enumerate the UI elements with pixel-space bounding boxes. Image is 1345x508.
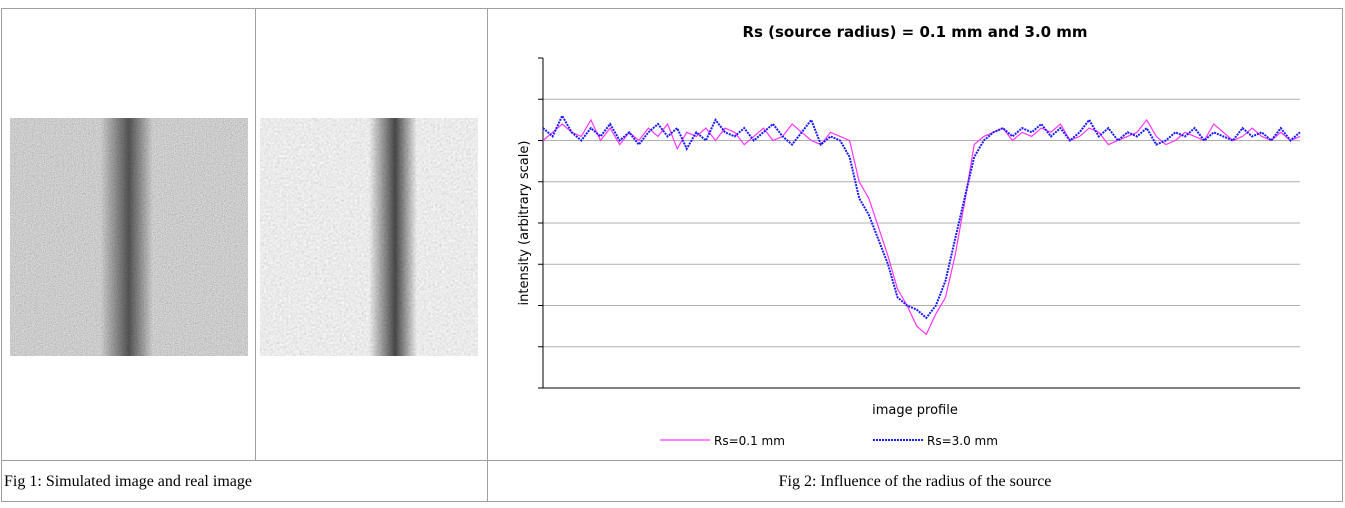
caption: Fig 1: Simulated image and real image [4,473,252,490]
page-table: Fig 1: Simulated image and real image Fi… [0,0,1345,503]
page: Fig 1: Simulated image and real image Fi… [0,0,1345,503]
chart-title: Rs (source radius) = 0.1 mm and 3.0 mm [742,23,1087,41]
legend-label: Rs=3.0 mm [927,434,998,448]
series-line [543,120,1300,335]
legend-label: Rs=0.1 mm [714,434,785,448]
simulated-image [10,118,248,356]
chart: Rs (source radius) = 0.1 mm and 3.0 mm i… [517,23,1300,448]
real-image [260,118,478,356]
x-axis-label: image profile [872,403,958,418]
series-line [543,116,1300,318]
y-axis-label: intensity (arbitrary scale) [517,141,532,306]
caption: Fig 2: Influence of the radius of the so… [779,473,1052,490]
